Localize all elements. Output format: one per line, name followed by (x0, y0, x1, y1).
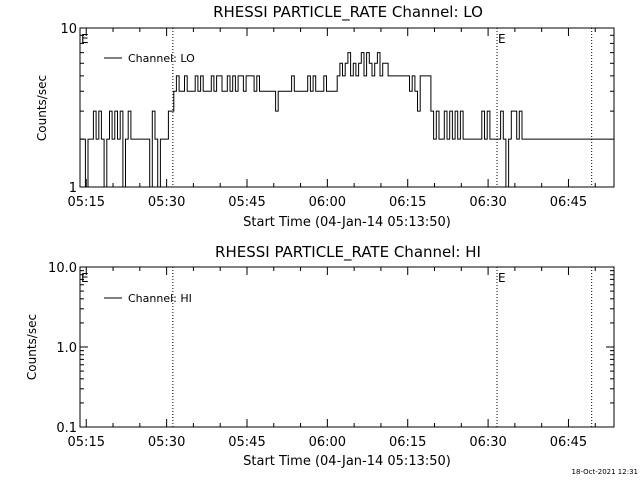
hi-plot-frame (79, 266, 615, 428)
x-tick-label: 06:15 (389, 195, 426, 210)
x-tick-label: 06:30 (469, 435, 506, 450)
x-tick-label: 06:45 (550, 195, 587, 210)
y-tick-label: 1 (69, 181, 77, 196)
lo-vertical-markers (172, 28, 593, 187)
generated-timestamp: 18-Oct-2021 12:31 (572, 468, 638, 476)
x-tick-label: 06:45 (550, 435, 587, 450)
event-marker-label: E (498, 32, 506, 46)
y-tick-label: 10 (60, 22, 77, 37)
x-tick-label: 05:15 (68, 435, 105, 450)
x-tick-label: 05:30 (148, 195, 185, 210)
x-tick-label: 05:30 (148, 435, 185, 450)
lo-plot-frame (79, 27, 615, 188)
x-tick-label: 05:45 (228, 195, 265, 210)
event-marker-label: E (498, 271, 506, 285)
hi-vertical-markers (172, 267, 593, 427)
hi-y-axis-label: Counts/sec (25, 314, 39, 380)
hi-y-ticks: 0.1 1.0 10.0 (48, 261, 614, 436)
hi-x-axis-label: Start Time (04-Jan-14 05:13:50) (243, 454, 451, 469)
x-tick-label: 06:00 (309, 195, 346, 210)
lo-channel-panel: RHESSI PARTICLE_RATE Channel: LO Counts/… (35, 3, 615, 230)
hi-x-ticks: 05:15 05:30 05:45 06:00 06:15 06:30 06:45 (68, 267, 596, 450)
lo-x-ticks: 05:15 05:30 05:45 06:00 06:15 06:30 06:45 (68, 28, 596, 210)
x-tick-label: 06:15 (389, 435, 426, 450)
y-tick-label: 10.0 (48, 261, 77, 276)
hi-chart-title: RHESSI PARTICLE_RATE Channel: HI (215, 243, 481, 262)
x-tick-label: 05:15 (68, 195, 105, 210)
lo-y-ticks: 1 10 (60, 22, 614, 196)
event-marker-label: E (81, 32, 89, 46)
hi-legend: Channel: HI (104, 292, 192, 305)
x-tick-label: 05:45 (228, 435, 265, 450)
hi-channel-panel: RHESSI PARTICLE_RATE Channel: HI Counts/… (25, 243, 615, 469)
lo-y-axis-label: Counts/sec (35, 75, 49, 141)
y-tick-label: 1.0 (56, 341, 77, 356)
lo-legend-label: Channel: LO (128, 52, 195, 65)
x-tick-label: 06:30 (469, 195, 506, 210)
hi-legend-label: Channel: HI (128, 292, 192, 305)
y-tick-label: 0.1 (56, 421, 77, 436)
x-tick-label: 06:00 (309, 435, 346, 450)
lo-series-line (80, 52, 611, 188)
lo-x-axis-label: Start Time (04-Jan-14 05:13:50) (243, 215, 451, 230)
event-marker-label: E (81, 271, 89, 285)
lo-legend: Channel: LO (104, 52, 195, 65)
lo-chart-title: RHESSI PARTICLE_RATE Channel: LO (213, 3, 483, 22)
